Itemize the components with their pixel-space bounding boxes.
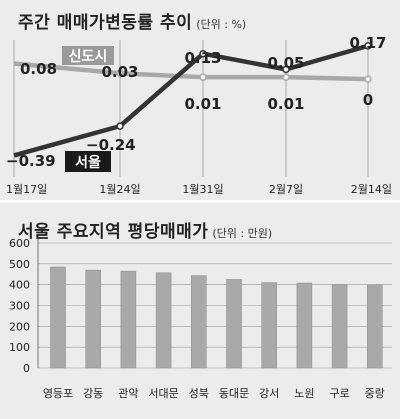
seoul-value-label: −0.39 [6, 152, 56, 170]
seoul-name-label-box [65, 151, 111, 172]
category-label: 노원 [294, 387, 314, 400]
bar [331, 284, 348, 369]
y-tick-label: 600 [9, 237, 30, 250]
sindosi-value-label: 0.01 [267, 95, 304, 113]
category-label: 강동 [83, 387, 103, 400]
sindosi-point [116, 69, 124, 78]
regional-bar-chart: 0 100 200 300 400 500 600 영등포 강동 관악 서대문 성북 동대문 강서 노원 구로… [9, 237, 392, 400]
seoul-point [364, 42, 372, 50]
y-tick-label: 0 [23, 362, 30, 375]
bar [296, 282, 313, 369]
seoul-point [116, 122, 124, 130]
category-label: 관악 [118, 387, 138, 400]
weekly-change-panel: 주간 매매가변동률 추이 (단위 : %) 1월17일 1월24일 1월31일 2월7일… [0, 0, 400, 200]
category-label: 동대문 [219, 387, 249, 400]
x-tick-label: 1월17일 [6, 182, 47, 196]
seoul-value-label: 0.17 [349, 34, 386, 52]
weekly-title: 주간 매매가변동률 추이 (단위 : %) [18, 8, 246, 33]
weekly-unit: (단위 : %) [196, 18, 247, 31]
category-label: 구로 [329, 387, 349, 400]
category-label: 성북 [189, 387, 209, 400]
regional-price-panel: 서울 주요지역 평당매매가 (단위 : 만원) 0 100 200 300 400 500 6… [0, 203, 400, 419]
sindosi-value-label: 0.01 [184, 95, 221, 113]
sindosi-value-label: 0.03 [101, 63, 138, 81]
bar [226, 279, 242, 369]
bar [155, 272, 172, 369]
y-tick-label: 100 [9, 341, 30, 354]
bar [261, 282, 277, 369]
x-tick-label: 2월7일 [269, 182, 303, 196]
y-tick-label: 300 [9, 300, 30, 313]
sindosi-name-label: 신도시 [69, 49, 108, 65]
seoul-value-label: 0.13 [184, 49, 221, 67]
category-label: 중랑 [365, 387, 385, 400]
x-tick-label: 2월14일 [351, 182, 392, 196]
sindosi-name-label-box [62, 46, 114, 65]
regional-title-text: 서울 주요지역 평당매매가 [18, 222, 209, 242]
y-tick-label: 200 [9, 320, 30, 333]
bar [191, 275, 207, 369]
category-label: 강서 [259, 387, 279, 400]
bar [50, 266, 66, 369]
sindosi-value-label: 0.08 [20, 60, 57, 78]
sindosi-point [364, 75, 372, 83]
seoul-point [282, 65, 290, 74]
weekly-line-chart: 1월17일 1월24일 1월31일 2월7일 2월14일 −0.39 −0.24 0.13 0.… [6, 34, 392, 196]
seoul-value-label: 0.05 [267, 54, 304, 72]
bar [85, 269, 101, 369]
sindosi-value-label: 0 [363, 91, 373, 109]
weekly-title-text: 주간 매매가변동률 추이 [18, 13, 193, 33]
y-tick-label: 500 [9, 258, 30, 271]
y-tick-label: 400 [9, 279, 30, 292]
sindosi-point [199, 73, 207, 81]
bar [367, 284, 383, 369]
seoul-value-label: −0.24 [86, 136, 136, 154]
seoul-name-label: 서울 [75, 154, 101, 171]
category-label: 영등포 [43, 387, 73, 400]
category-label: 서대문 [148, 387, 178, 400]
sindosi-point [282, 73, 290, 81]
x-tick-label: 1월24일 [99, 182, 140, 196]
seoul-point [199, 49, 207, 58]
x-tick-label: 1월31일 [182, 182, 223, 196]
bar [120, 270, 137, 369]
regional-title: 서울 주요지역 평당매매가 (단위 : 만원) [18, 217, 272, 242]
regional-unit: (단위 : 만원) [212, 227, 273, 240]
